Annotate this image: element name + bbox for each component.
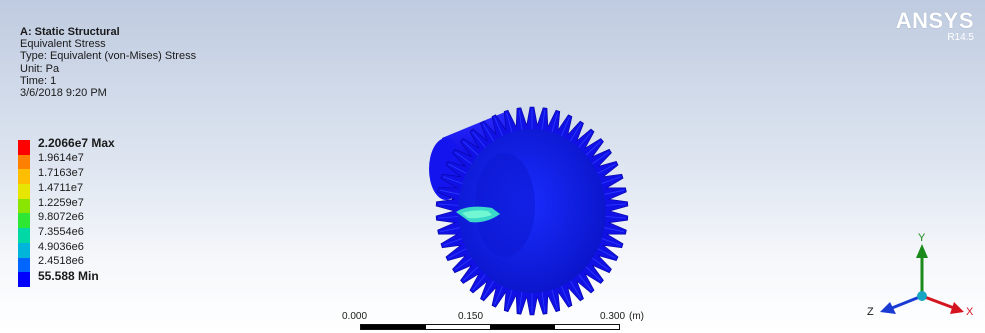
legend-color-band [18,154,30,170]
legend-min-label: 55.588 Min [38,269,99,283]
x-axis-line [921,294,955,310]
legend-label: 1.9614e7 [38,152,84,164]
scale-segment [361,325,426,329]
ansys-logo: ANSYS R14.5 [896,10,974,44]
x-axis-arrow-icon [950,302,964,314]
legend-color-band [18,140,30,155]
scale-label-start: 0.000 [342,311,368,322]
legend-label: 9.8072e6 [38,211,84,223]
legend-label: 1.4711e7 [38,182,84,194]
result-unit: Unit: Pa [20,62,60,75]
brand-name: ANSYS [895,8,974,33]
triad-z-label: Z [867,306,874,318]
legend-color-band [18,257,30,273]
triad-origin [917,291,927,301]
result-type: Type: Equivalent (von-Mises) Stress [20,50,197,63]
legend-color-band [18,228,30,243]
legend-max-label: 2.2066e7 Max [38,136,115,150]
legend-label: 7.3554e6 [38,226,84,238]
legend-color-band [18,242,30,258]
legend-color-band [18,184,30,199]
gear-hub [475,153,535,257]
result-date: 3/6/2018 9:20 PM [20,87,107,100]
triad-axes [880,244,964,314]
analysis-title: A: Static Structural [20,26,120,38]
triad-y-label: Y [918,232,926,244]
legend-label: 2.4518e6 [38,255,84,267]
scale-ruler: 0.000 0.150 0.300 (m) [330,311,680,331]
stress-hotspot-core [462,210,492,219]
legend-color-band [18,272,30,287]
scale-bar [360,324,620,330]
y-axis-arrow-icon [916,244,928,258]
result-info: A: Static Structural Equivalent Stress T… [20,26,196,99]
result-name: Equivalent Stress [20,38,106,51]
result-time: Time: 1 [20,74,57,87]
triad-x-label: X [966,306,974,318]
scale-label-end: 0.300 [600,311,626,322]
brand-version: R14.5 [947,32,974,43]
legend-label: 4.9036e6 [38,241,84,253]
scale-segment [554,325,619,329]
scale-segment [425,325,490,329]
legend-color-bar [18,140,30,287]
scale-unit: (m) [629,311,644,322]
legend-color-band [18,213,30,229]
z-axis-line [891,294,923,310]
z-axis-arrow-icon [880,302,896,314]
scale-segment [490,325,555,329]
legend-color-band [18,169,30,185]
scale-label-mid: 0.150 [458,311,484,322]
coordinate-triad[interactable]: Y X Z [866,226,976,331]
legend-color-band [18,198,30,214]
legend-label: 1.2259e7 [38,197,84,209]
legend-label: 1.7163e7 [38,167,84,179]
